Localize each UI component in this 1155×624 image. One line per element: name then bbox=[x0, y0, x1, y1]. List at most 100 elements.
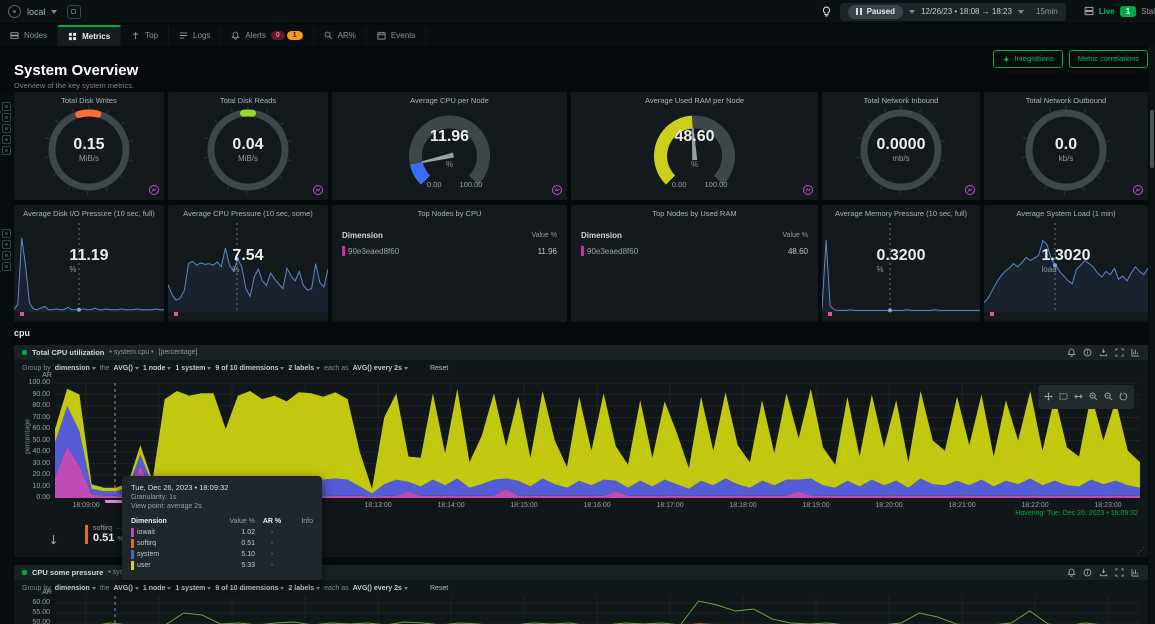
page-subtitle: Overview of the key system metrics. bbox=[14, 81, 135, 90]
cpu-pressure-line-chart[interactable] bbox=[55, 596, 1140, 624]
reset-button[interactable]: Reset bbox=[429, 364, 449, 372]
space-icon[interactable] bbox=[8, 5, 21, 18]
chart-nav-icon[interactable] bbox=[2, 146, 11, 155]
scrollbar-thumb[interactable] bbox=[1150, 110, 1154, 168]
toolbar-avg-every-2s[interactable]: AVG() every 2s bbox=[353, 585, 408, 592]
expand-icon[interactable] bbox=[1115, 564, 1124, 582]
tab-alerts[interactable]: Alerts 0 1 bbox=[221, 25, 314, 46]
chart-nav-icon[interactable] bbox=[2, 102, 11, 111]
integrations-button[interactable]: Integrations bbox=[992, 50, 1063, 68]
anomaly-badge-icon[interactable] bbox=[149, 185, 159, 195]
metric-correlations-button[interactable]: Metric correlations bbox=[1068, 50, 1148, 68]
horizontal-zoom-icon[interactable] bbox=[1074, 388, 1083, 406]
select-icon[interactable] bbox=[1059, 388, 1068, 406]
chevron-down-icon bbox=[167, 366, 172, 370]
resize-handle[interactable]: ⋰ bbox=[1137, 546, 1145, 555]
chart-header[interactable]: Total CPU utilization • system.cpu • [pe… bbox=[14, 345, 1148, 360]
download-icon[interactable] bbox=[1099, 564, 1108, 582]
gauge-card-4[interactable]: Average Used RAM per Node 48.60% 0.00 100.0… bbox=[571, 92, 818, 200]
tab-logs[interactable]: Logs bbox=[169, 25, 222, 46]
chart-nav-icon[interactable] bbox=[2, 124, 11, 133]
mini-card-6[interactable]: Average System Load (1 min) 1.3020 load bbox=[984, 205, 1148, 322]
chart-type-icon[interactable] bbox=[1131, 344, 1140, 362]
tab-nodes[interactable]: Nodes bbox=[0, 25, 59, 46]
chart-nav-icon[interactable] bbox=[2, 262, 11, 271]
chart-nav-icon[interactable] bbox=[2, 240, 11, 249]
chart-nav-icon[interactable] bbox=[2, 113, 11, 122]
anomaly-badge-icon[interactable] bbox=[313, 185, 323, 195]
chevron-down-icon[interactable] bbox=[909, 9, 916, 14]
table-row[interactable]: 90e3eaed8f60 11.96 bbox=[342, 246, 557, 256]
mini-card-5[interactable]: Average Memory Pressure (10 sec, full) 0.… bbox=[822, 205, 980, 322]
gauge-card-6[interactable]: Total Network Outbound 0.0 kb/s bbox=[984, 92, 1148, 200]
zoom-reset-icon[interactable] bbox=[1119, 388, 1128, 406]
gauge-card-5[interactable]: Total Network Inbound 0.0000 mb/s bbox=[822, 92, 980, 200]
zoom-in-icon[interactable] bbox=[1089, 388, 1098, 406]
chevron-down-icon bbox=[167, 586, 172, 590]
toolbar-2-labels[interactable]: 2 labels bbox=[288, 585, 321, 592]
tab-events[interactable]: Events bbox=[367, 25, 427, 46]
table-row[interactable]: 90e3eaed8f60 48.60 bbox=[581, 246, 808, 256]
toolbar-dimension[interactable]: dimension bbox=[55, 365, 96, 372]
pan-icon[interactable] bbox=[1044, 388, 1053, 406]
gauge-value: 0.15 bbox=[73, 136, 105, 153]
sort-dimensions-icon[interactable] bbox=[48, 531, 59, 549]
stale-label[interactable]: Stal bbox=[1141, 7, 1155, 16]
gauge-card-2[interactable]: Total Disk Reads 0.04 MiB/s bbox=[168, 92, 328, 200]
space-selector[interactable]: local bbox=[27, 6, 46, 17]
toolbar-2-labels[interactable]: 2 labels bbox=[288, 365, 321, 372]
toolbar-1-node[interactable]: 1 node bbox=[143, 365, 172, 372]
chevron-down-icon[interactable] bbox=[50, 9, 57, 14]
gauge-card-3[interactable]: Average CPU per Node 11.96% 0.00 100.00 bbox=[332, 92, 567, 200]
mini-card-1[interactable]: Average Disk I/O Pressure (10 sec, full)… bbox=[14, 205, 164, 322]
toolbar-1-system[interactable]: 1 system bbox=[175, 585, 212, 592]
alerts-bell-icon[interactable] bbox=[1067, 344, 1076, 362]
node-settings-icon[interactable] bbox=[66, 4, 81, 19]
zoom-out-icon[interactable] bbox=[1104, 388, 1113, 406]
anomaly-badge-icon[interactable] bbox=[803, 185, 813, 195]
tooltip-row-iowait: iowait 1.02- bbox=[131, 527, 313, 538]
live-count-badge[interactable]: 1 bbox=[1119, 6, 1137, 17]
date-picker[interactable]: Paused 12/26/23 • 18:08 → 18:23 15min bbox=[839, 2, 1066, 21]
mini-card-4[interactable]: Top Nodes by Used RAM Dimension Value % 90e… bbox=[571, 205, 818, 322]
anomaly-badge-icon[interactable] bbox=[965, 185, 975, 195]
tab-metrics[interactable]: Metrics bbox=[58, 25, 122, 46]
toolbar-9-of-10-dimensions[interactable]: 9 of 10 dimensions bbox=[215, 365, 285, 372]
table-header-row: Dimension Value % bbox=[581, 231, 808, 240]
download-icon[interactable] bbox=[1099, 344, 1108, 362]
anomaly-badge-icon[interactable] bbox=[552, 185, 562, 195]
toolbar-avg-[interactable]: AVG() bbox=[114, 585, 139, 592]
mini-card-title: Average CPU Pressure (10 sec, some) bbox=[183, 209, 313, 218]
mini-card-3[interactable]: Top Nodes by CPU Dimension Value % 90e3eaed… bbox=[332, 205, 567, 322]
toolbar-dimension[interactable]: dimension bbox=[55, 585, 96, 592]
expand-icon[interactable] bbox=[1115, 344, 1124, 362]
chart-type-icon[interactable] bbox=[1131, 564, 1140, 582]
reset-button[interactable]: Reset bbox=[429, 584, 449, 592]
gauge-card-1[interactable]: Total Disk Writes 0.15 MiB/s bbox=[14, 92, 164, 200]
toolbar-avg-[interactable]: AVG() bbox=[114, 365, 139, 372]
chart-nav-icon[interactable] bbox=[2, 229, 11, 238]
pause-button[interactable]: Paused bbox=[847, 4, 904, 19]
tab-top[interactable]: Top bbox=[121, 25, 170, 46]
chart-nav-icon[interactable] bbox=[2, 135, 11, 144]
chevron-down-icon bbox=[207, 586, 212, 590]
chevron-down-icon[interactable] bbox=[1017, 9, 1024, 14]
chevron-down-icon bbox=[91, 366, 96, 370]
tab-ar[interactable]: AR% bbox=[314, 25, 367, 46]
live-label[interactable]: Live bbox=[1098, 7, 1115, 16]
scrollbar[interactable] bbox=[1149, 46, 1155, 624]
news-bulb-icon[interactable] bbox=[821, 3, 832, 21]
toolbar-9-of-10-dimensions[interactable]: 9 of 10 dimensions bbox=[215, 585, 285, 592]
alerts-bell-icon[interactable] bbox=[1067, 564, 1076, 582]
chart-nav-icon[interactable] bbox=[2, 251, 11, 260]
chart-tooltip: Tue, Dec 26, 2023 • 18:09:32 Granularity… bbox=[122, 476, 322, 580]
node-name: 90e3eaed8f60 bbox=[581, 246, 638, 256]
toolbar-1-node[interactable]: 1 node bbox=[143, 585, 172, 592]
mini-card-2[interactable]: Average CPU Pressure (10 sec, some) 7.54% bbox=[168, 205, 328, 322]
anomaly-badge-icon[interactable] bbox=[1133, 185, 1143, 195]
info-icon[interactable] bbox=[1083, 344, 1092, 362]
info-icon[interactable] bbox=[1083, 564, 1092, 582]
toolbar-avg-every-2s[interactable]: AVG() every 2s bbox=[353, 365, 408, 372]
date-range[interactable]: 12/26/23 • 18:08 → 18:23 bbox=[921, 7, 1012, 16]
toolbar-1-system[interactable]: 1 system bbox=[175, 365, 212, 372]
